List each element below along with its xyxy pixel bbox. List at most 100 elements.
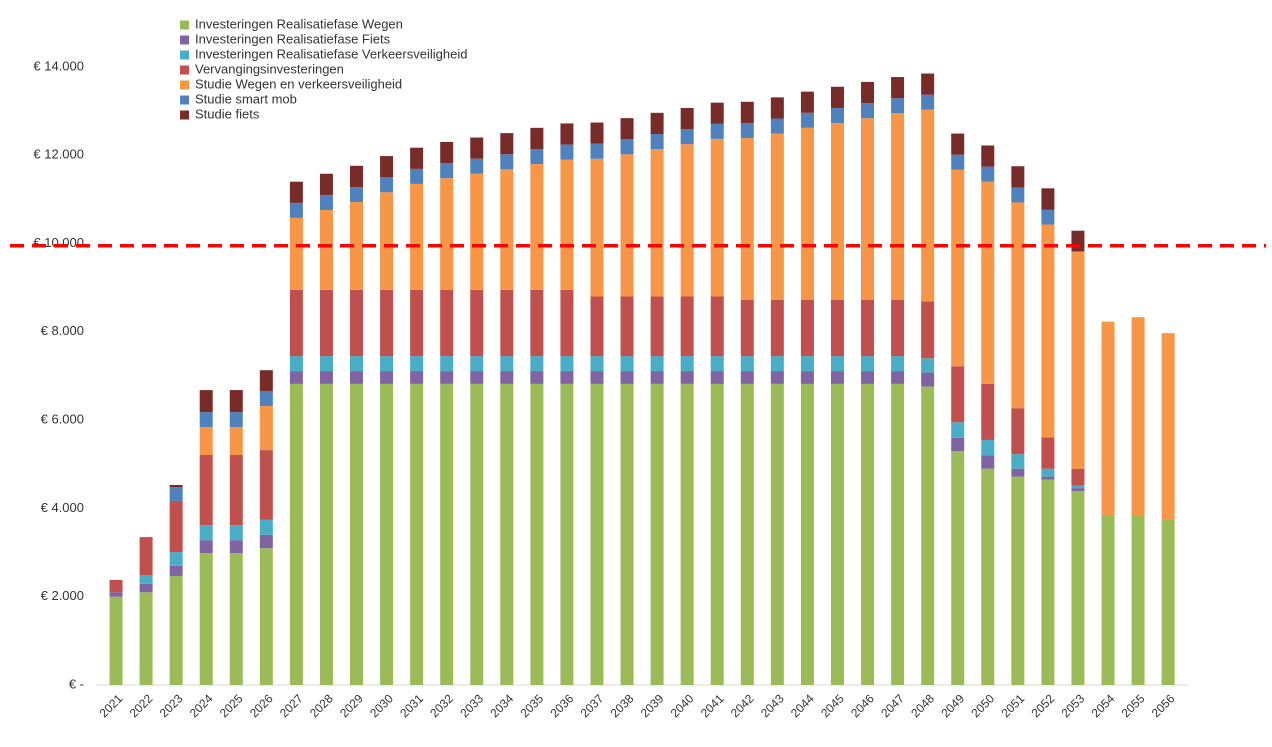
bar-segment: [560, 356, 574, 372]
bar-segment: [350, 356, 364, 372]
bar-segment: [921, 358, 935, 373]
bar-segment: [440, 178, 454, 290]
bar-segment: [229, 412, 243, 428]
bar-segment: [259, 370, 273, 391]
legend-swatch: [180, 65, 189, 75]
bar-segment: [319, 194, 333, 210]
bar-segment: [440, 163, 454, 179]
bar-segment: [1161, 519, 1175, 685]
bar-segment: [650, 371, 664, 384]
bar-segment: [680, 296, 694, 357]
bar-segment: [921, 386, 935, 685]
bar-segment: [800, 127, 814, 301]
y-tick-label: € 10.000: [33, 235, 84, 250]
bar-segment: [1161, 333, 1175, 520]
bar-segment: [259, 519, 273, 535]
bar-segment: [891, 98, 905, 114]
bar-segment: [770, 383, 784, 685]
bar-segment: [891, 356, 905, 372]
bar-segment: [289, 383, 303, 685]
bar-segment: [921, 94, 935, 110]
legend-label: Investeringen Realisatiefase Wegen: [195, 16, 403, 31]
bar-segment: [620, 154, 634, 297]
y-tick-label: € 6.000: [41, 412, 84, 427]
bar-segment: [1011, 454, 1025, 469]
bar-segment: [650, 149, 664, 297]
bar-segment: [440, 356, 454, 372]
bar-segment: [590, 296, 604, 357]
bar-segment: [109, 579, 123, 593]
bar-segment: [770, 300, 784, 357]
bar-segment: [440, 383, 454, 685]
bar-segment: [740, 383, 754, 685]
bar-segment: [380, 177, 394, 193]
bar-segment: [1071, 251, 1085, 469]
bar-segment: [530, 164, 544, 290]
bar-segment: [560, 159, 574, 290]
bar-segment: [470, 383, 484, 685]
bar-segment: [650, 383, 664, 685]
bar-segment: [199, 427, 213, 455]
bar-segment: [861, 383, 875, 685]
bar-segment: [500, 356, 514, 372]
bar-segment: [500, 289, 514, 357]
bar-segment: [199, 552, 213, 685]
bar-segment: [620, 296, 634, 357]
bar-segment: [861, 118, 875, 301]
bar-segment: [650, 356, 664, 372]
bar-segment: [981, 383, 995, 440]
bar-segment: [951, 366, 965, 423]
bar-segment: [109, 596, 123, 685]
bar-segment: [319, 209, 333, 290]
bar-segment: [740, 356, 754, 372]
bar-segment: [830, 383, 844, 685]
bar-segment: [620, 139, 634, 155]
bar-segment: [319, 383, 333, 685]
bar-segment: [830, 371, 844, 384]
bar-segment: [1011, 202, 1025, 409]
bar-segment: [800, 356, 814, 372]
bar-segment: [289, 217, 303, 290]
bar-segment: [800, 371, 814, 384]
bar-segment: [1041, 468, 1055, 477]
legend-label: Studie fiets: [195, 106, 260, 121]
bar-segment: [289, 356, 303, 372]
bar-segment: [169, 565, 183, 576]
legend-label: Studie Wegen en verkeersveiligheid: [195, 76, 402, 91]
bar-segment: [921, 73, 935, 95]
bar-segment: [440, 371, 454, 384]
bar-segment: [710, 138, 724, 297]
bar-segment: [289, 289, 303, 357]
bar-segment: [410, 383, 424, 685]
bar-segment: [861, 81, 875, 104]
bar-segment: [259, 450, 273, 520]
bar-segment: [199, 454, 213, 526]
bar-segment: [1011, 408, 1025, 455]
bar-segment: [169, 487, 183, 501]
bar-segment: [861, 371, 875, 384]
bar-segment: [891, 371, 905, 384]
bar-segment: [259, 534, 273, 549]
bar-segment: [1071, 491, 1085, 685]
bar-segment: [740, 300, 754, 357]
bar-segment: [951, 133, 965, 155]
bar-segment: [530, 356, 544, 372]
bar-segment: [1011, 468, 1025, 477]
bar-segment: [410, 289, 424, 357]
bar-segment: [1041, 209, 1055, 225]
bar-segment: [259, 405, 273, 451]
bar-segment: [380, 371, 394, 384]
bar-segment: [229, 390, 243, 413]
bar-segment: [169, 485, 183, 488]
bar-segment: [560, 383, 574, 685]
bar-segment: [590, 356, 604, 372]
bar-segment: [319, 173, 333, 195]
bar-segment: [951, 422, 965, 438]
bar-segment: [590, 158, 604, 297]
bar-segment: [800, 383, 814, 685]
bar-segment: [1131, 317, 1145, 516]
bar-segment: [590, 122, 604, 144]
bar-segment: [680, 371, 694, 384]
bar-segment: [199, 390, 213, 413]
bar-segment: [650, 296, 664, 357]
